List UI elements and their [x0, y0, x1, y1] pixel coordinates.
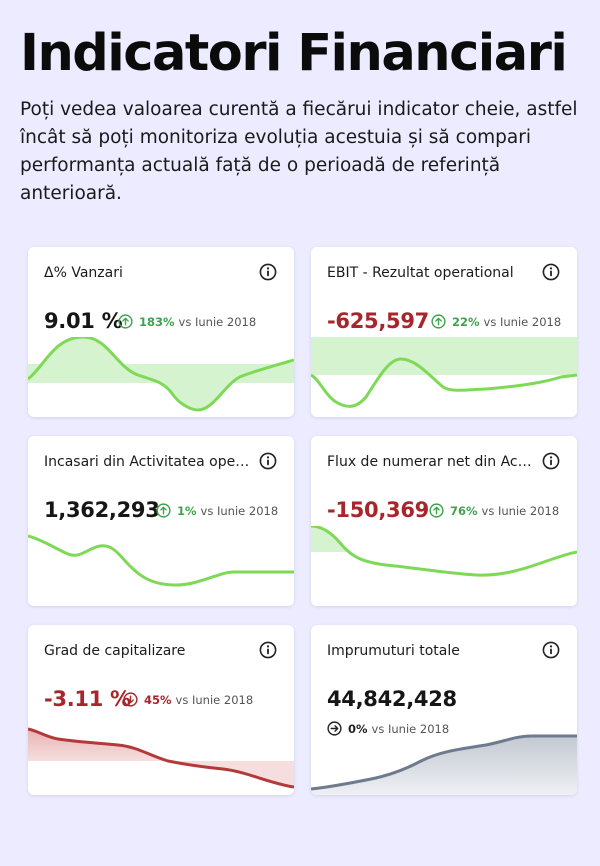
kpi-card-grad-capitalizare[interactable]: Grad de capitalizare -3.11 % 45% vs Iuni…	[28, 625, 294, 795]
kpi-card-imprumuturi[interactable]: Imprumuturi totale 44,842,428 0% vs Iuni…	[311, 625, 577, 795]
sparkline-chart	[311, 337, 577, 408]
change-period: vs Iunie 2018	[483, 314, 562, 329]
kpi-change: 183% vs Iunie 2018	[118, 314, 256, 329]
card-title: Imprumuturi totale	[327, 643, 460, 659]
card-title: Grad de capitalizare	[44, 643, 186, 659]
change-period: vs Iunie 2018	[175, 692, 254, 707]
sparkline-chart	[28, 727, 294, 789]
sparkline-chart	[311, 734, 577, 795]
change-period: vs Iunie 2018	[178, 314, 257, 329]
card-title: Incasari din Activitatea operationala	[44, 454, 250, 470]
info-icon[interactable]	[542, 641, 560, 659]
info-icon[interactable]	[259, 452, 277, 470]
kpi-value: 9.01 %	[44, 309, 123, 333]
card-title: Flux de numerar net din Activitatea oper…	[327, 454, 533, 470]
kpi-value: -150,369	[327, 498, 429, 522]
kpi-card-flux-numerar[interactable]: Flux de numerar net din Activitatea oper…	[311, 436, 577, 606]
info-icon[interactable]	[259, 641, 277, 659]
change-percent: 45%	[144, 692, 172, 707]
kpi-card-incasari[interactable]: Incasari din Activitatea operationala 1,…	[28, 436, 294, 606]
arrow-down-circle-icon	[123, 692, 138, 707]
kpi-change: 45% vs Iunie 2018	[123, 692, 253, 707]
card-title: EBIT - Rezultat operational	[327, 265, 514, 281]
change-period: vs Iunie 2018	[481, 503, 560, 518]
change-percent: 183%	[139, 314, 175, 329]
arrow-up-circle-icon	[156, 503, 171, 518]
kpi-value: -625,597	[327, 309, 429, 333]
change-percent: 76%	[450, 503, 478, 518]
sparkline-chart	[28, 534, 294, 606]
info-icon[interactable]	[542, 263, 560, 281]
kpi-card-ebit[interactable]: EBIT - Rezultat operational -625,597 22%…	[311, 247, 577, 417]
kpi-value: 44,842,428	[327, 687, 457, 711]
info-icon[interactable]	[542, 452, 560, 470]
change-percent: 22%	[452, 314, 480, 329]
kpi-value: 1,362,293	[44, 498, 160, 522]
change-percent: 0%	[348, 721, 368, 736]
kpi-value: -3.11 %	[44, 687, 131, 711]
arrow-right-circle-icon	[327, 721, 342, 736]
arrow-up-circle-icon	[431, 314, 446, 329]
kpi-change: 1% vs Iunie 2018	[156, 503, 278, 518]
arrow-up-circle-icon	[118, 314, 133, 329]
change-period: vs Iunie 2018	[371, 721, 450, 736]
card-title: Δ% Vanzari	[44, 265, 123, 281]
kpi-change: 76% vs Iunie 2018	[429, 503, 559, 518]
page-title: Indicatori Financiari	[20, 24, 568, 83]
kpi-change: 22% vs Iunie 2018	[431, 314, 561, 329]
change-percent: 1%	[177, 503, 197, 518]
sparkline-chart	[311, 526, 577, 606]
info-icon[interactable]	[259, 263, 277, 281]
arrow-up-circle-icon	[429, 503, 444, 518]
kpi-card-vanzari[interactable]: Δ% Vanzari 9.01 % 183% vs Iunie 2018	[28, 247, 294, 417]
change-period: vs Iunie 2018	[200, 503, 279, 518]
sparkline-chart	[28, 337, 294, 412]
kpi-change: 0% vs Iunie 2018	[327, 721, 449, 736]
page-subtitle: Poți vedea valoarea curentă a fiecărui i…	[20, 99, 578, 204]
